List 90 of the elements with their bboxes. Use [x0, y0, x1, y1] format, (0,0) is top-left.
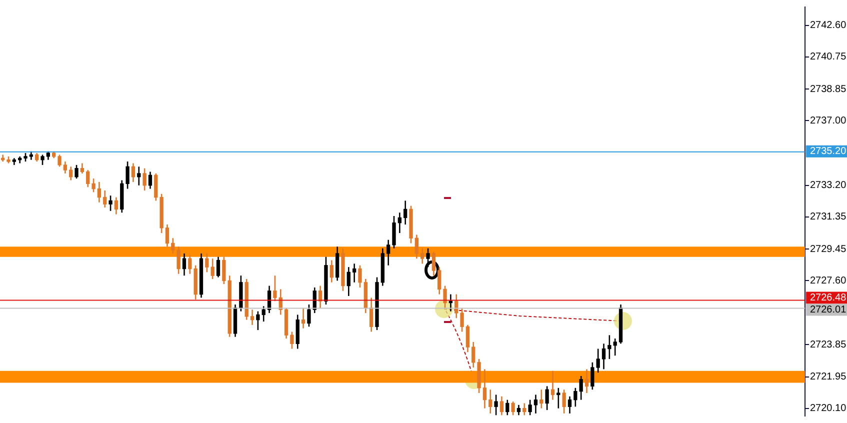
- y-tick-label: 2742.60: [810, 20, 847, 32]
- candlestick: [590, 362, 594, 390]
- y-tick-label: 2721.95: [810, 372, 847, 383]
- candlestick: [86, 169, 90, 188]
- y-tick-label: 2738.85: [810, 84, 847, 95]
- candlestick: [40, 154, 44, 166]
- candlestick: [472, 341, 476, 368]
- y-tick-label: 2740.75: [810, 52, 847, 63]
- candlestick: [165, 224, 170, 248]
- ref-line-label: 2735.20: [810, 146, 847, 158]
- candlestick: [154, 172, 158, 202]
- candlestick: [398, 212, 402, 234]
- candlestick: [579, 375, 583, 400]
- y-tick-label: 2729.45: [810, 244, 847, 255]
- candlestick: [205, 252, 209, 273]
- candlestick: [114, 196, 118, 215]
- candlestick: [596, 348, 600, 374]
- candlestick: [613, 338, 617, 356]
- candlestick: [443, 285, 447, 309]
- candlestick: [584, 368, 589, 394]
- candlestick: [171, 237, 175, 254]
- candlestick: [142, 168, 146, 192]
- candlestick: [290, 331, 294, 350]
- candlestick: [466, 324, 470, 353]
- candlestick: [488, 388, 492, 414]
- candlestick: [516, 404, 521, 416]
- y-tick-label: 2720.10: [810, 403, 847, 414]
- candlestick: [608, 334, 612, 360]
- candlestick: [250, 308, 254, 326]
- candlestick: [131, 162, 136, 183]
- candlestick: [602, 343, 606, 370]
- candlestick: [210, 258, 214, 280]
- candlestick: [80, 162, 84, 174]
- candlestick: [74, 164, 78, 180]
- candlestick: [137, 166, 141, 186]
- candlestick: [500, 396, 504, 416]
- candlestick: [511, 400, 515, 416]
- candlestick: [545, 386, 549, 411]
- ref-line-label: 2726.48: [810, 292, 847, 304]
- candlestick: [301, 307, 306, 329]
- candlestick: [494, 394, 498, 416]
- candlestick: [222, 256, 226, 285]
- candlestick: [369, 297, 374, 332]
- candlestick: [522, 402, 526, 416]
- candlestick: [182, 252, 186, 276]
- candlestick: [534, 394, 538, 414]
- candlestick: [63, 160, 68, 174]
- candlestick: [126, 160, 130, 190]
- candlestick: [392, 215, 396, 249]
- candlestick: [262, 306, 266, 322]
- candlestick: [58, 154, 62, 168]
- candlestick: [92, 178, 96, 193]
- candlestick: [358, 264, 362, 288]
- y-tick-label: 2723.85: [810, 339, 847, 350]
- y-tick-label: 2737.00: [810, 115, 847, 126]
- candlestick: [346, 266, 350, 297]
- candlestick: [404, 200, 408, 226]
- candlestick: [256, 310, 260, 331]
- y-tick-label: 2733.20: [810, 180, 847, 192]
- candlestick: [420, 248, 424, 264]
- candlestick: [556, 387, 560, 409]
- candlestick: [330, 260, 334, 284]
- candlestick: [438, 266, 442, 295]
- candlestick: [103, 190, 107, 208]
- candlestick: [432, 251, 436, 276]
- candlestick: [426, 248, 430, 268]
- candlestick: [386, 239, 390, 266]
- candlestick: [188, 254, 192, 275]
- ref-line-label: 2726.01: [810, 304, 847, 316]
- candlestick: [97, 181, 102, 204]
- candlestick: [482, 368, 487, 409]
- y-tick-label: 2731.35: [810, 212, 847, 223]
- candlestick: [540, 388, 544, 409]
- candlestick: [562, 388, 566, 414]
- candlestick: [568, 396, 572, 414]
- candlestick: [273, 274, 277, 302]
- candlestick: [216, 256, 220, 278]
- candlestick: [528, 399, 532, 416]
- candlestick: [69, 166, 73, 181]
- candlestick: [550, 370, 555, 400]
- candlestick: [352, 263, 356, 284]
- candlestick: [414, 234, 419, 260]
- candlestick: [176, 246, 180, 275]
- candlestick: [307, 304, 311, 328]
- candlestick: [506, 399, 510, 416]
- y-tick-label: 2727.60: [810, 275, 847, 286]
- candlestick: [148, 171, 152, 190]
- candlestick: [460, 307, 464, 332]
- candlestick: [108, 194, 112, 212]
- candlestick: [574, 387, 578, 408]
